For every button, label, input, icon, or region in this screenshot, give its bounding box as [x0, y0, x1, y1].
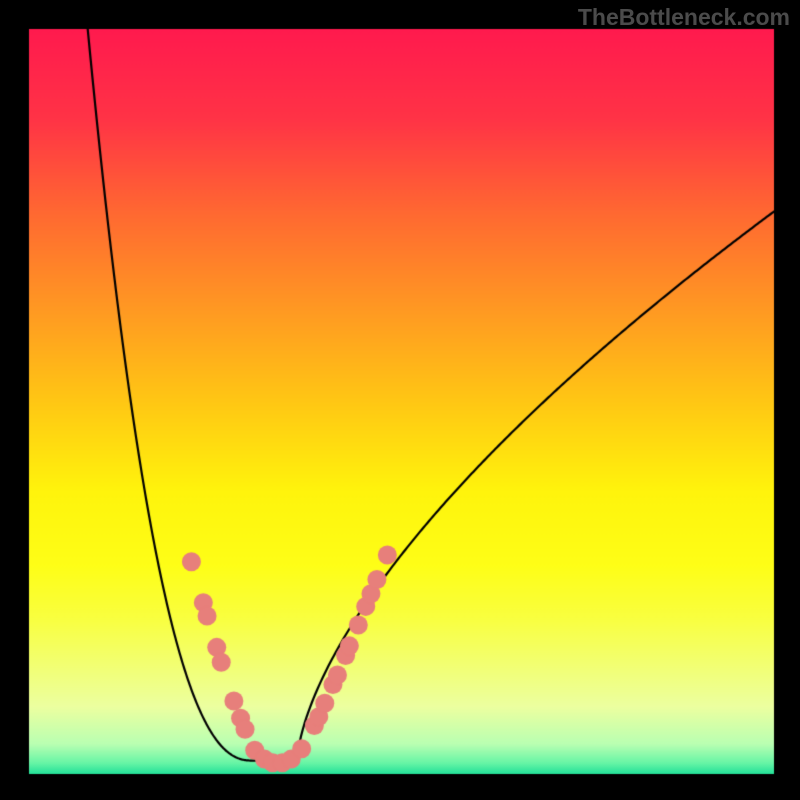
attribution-text: TheBottleneck.com — [578, 4, 790, 31]
chart-stage: TheBottleneck.com — [0, 0, 800, 800]
bottleneck-chart-canvas — [0, 0, 800, 800]
